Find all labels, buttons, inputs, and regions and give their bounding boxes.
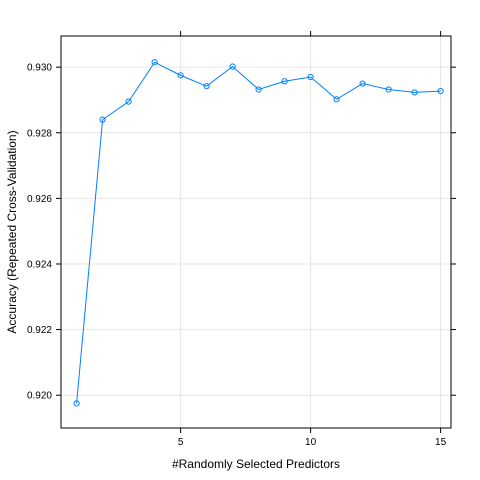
data-point [411, 89, 418, 96]
y-axis-label: Accuracy (Repeated Cross-Validation) [5, 130, 19, 333]
y-tick-label: 0.920 [27, 391, 52, 402]
plot-frame [60, 35, 452, 429]
data-point [73, 400, 80, 407]
y-tick-label: 0.922 [27, 325, 52, 336]
x-tick-label: 10 [305, 437, 317, 448]
series-line [76, 61, 441, 404]
series-layer [73, 59, 444, 407]
y-tick-label: 0.926 [27, 194, 52, 205]
data-point [151, 59, 158, 66]
y-tick-label: 0.928 [27, 128, 52, 139]
data-point [333, 96, 340, 103]
data-point [437, 88, 444, 95]
axis-ticks: 5 10 15 0.920 0.922 0.924 0.926 0.928 0.930 [27, 31, 456, 448]
data-point [281, 78, 288, 85]
data-point [177, 72, 184, 79]
data-point [255, 86, 262, 93]
x-tick-label: 15 [435, 437, 447, 448]
data-point [385, 86, 392, 93]
x-axis-label: #Randomly Selected Predictors [172, 457, 340, 471]
y-tick-label: 0.924 [27, 259, 52, 270]
data-point [99, 116, 106, 123]
data-point [359, 80, 366, 87]
grid-lines [61, 36, 451, 428]
y-tick-label: 0.930 [27, 63, 52, 74]
data-point [307, 73, 314, 81]
data-point [203, 83, 210, 90]
x-tick-label: 5 [178, 437, 184, 448]
data-point [125, 98, 132, 105]
data-point [229, 63, 236, 70]
